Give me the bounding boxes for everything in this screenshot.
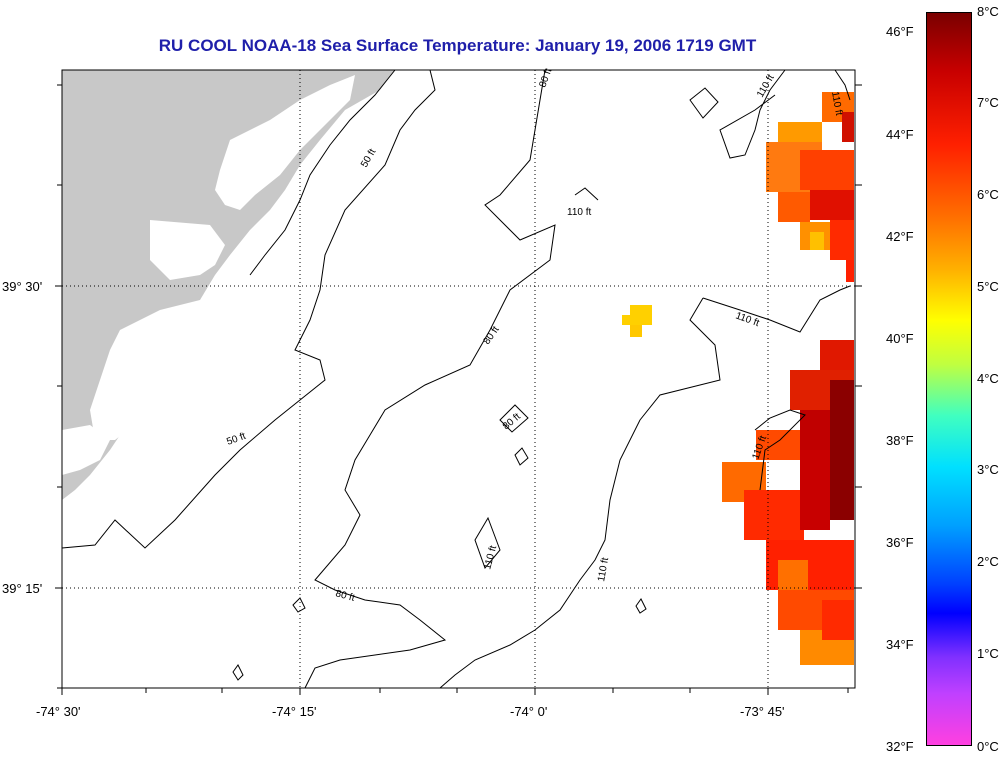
x-axis-label: -74° 0' (510, 704, 547, 719)
land-mass (62, 70, 395, 500)
bathymetry-contours (61, 69, 851, 689)
map-title: RU COOL NOAA-18 Sea Surface Temperature:… (158, 36, 757, 55)
contour-label: 50 ft (225, 431, 247, 448)
colorbar-f-label: 40°F (886, 331, 914, 346)
contour-label: 110 ft (567, 207, 591, 218)
colorbar-c-label: 7°C (977, 95, 999, 110)
colorbar-c-label: 2°C (977, 554, 999, 569)
colorbar-c-label: 0°C (977, 739, 999, 754)
contour-label: 110 ft (734, 310, 761, 329)
colorbar-f-label: 46°F (886, 24, 914, 39)
sst-raster (622, 92, 854, 665)
y-axis-label: 39° 30' (2, 279, 42, 294)
contour-label: 50 ft (359, 147, 378, 170)
axis-labels: -74° 30' -74° 15' -74° 0' -73° 45' 39° 3… (2, 279, 785, 719)
x-axis-label: -73° 45' (740, 704, 785, 719)
contour-label: 80 ft (334, 588, 356, 604)
colorbar-c-label: 1°C (977, 646, 999, 661)
map-frame (61, 69, 856, 689)
colorbar-c-label: 4°C (977, 371, 999, 386)
colorbar-c-label: 3°C (977, 462, 999, 477)
sst-colorbar (926, 12, 972, 746)
colorbar-f-label: 32°F (886, 739, 914, 754)
contour-label: 110 ft (829, 91, 844, 117)
contour-label: 110 ft (482, 544, 499, 571)
contour-label: 80 ft (501, 411, 523, 432)
colorbar-f-label: 38°F (886, 433, 914, 448)
axis-ticks (55, 84, 862, 695)
graticule (62, 70, 855, 688)
colorbar-f-label: 34°F (886, 637, 914, 652)
contour-label: 80 ft (481, 324, 501, 346)
colorbar-f-label: 36°F (886, 535, 914, 550)
x-axis-label: -74° 15' (272, 704, 317, 719)
colorbar-f-label: 44°F (886, 127, 914, 142)
y-axis-label: 39° 15' (2, 581, 42, 596)
colorbar-f-label: 42°F (886, 229, 914, 244)
colorbar-c-label: 6°C (977, 187, 999, 202)
colorbar-c-label: 5°C (977, 279, 999, 294)
contour-label: 110 ft (596, 556, 611, 582)
colorbar-c-label: 8°C (977, 4, 999, 19)
x-axis-label: -74° 30' (36, 704, 81, 719)
